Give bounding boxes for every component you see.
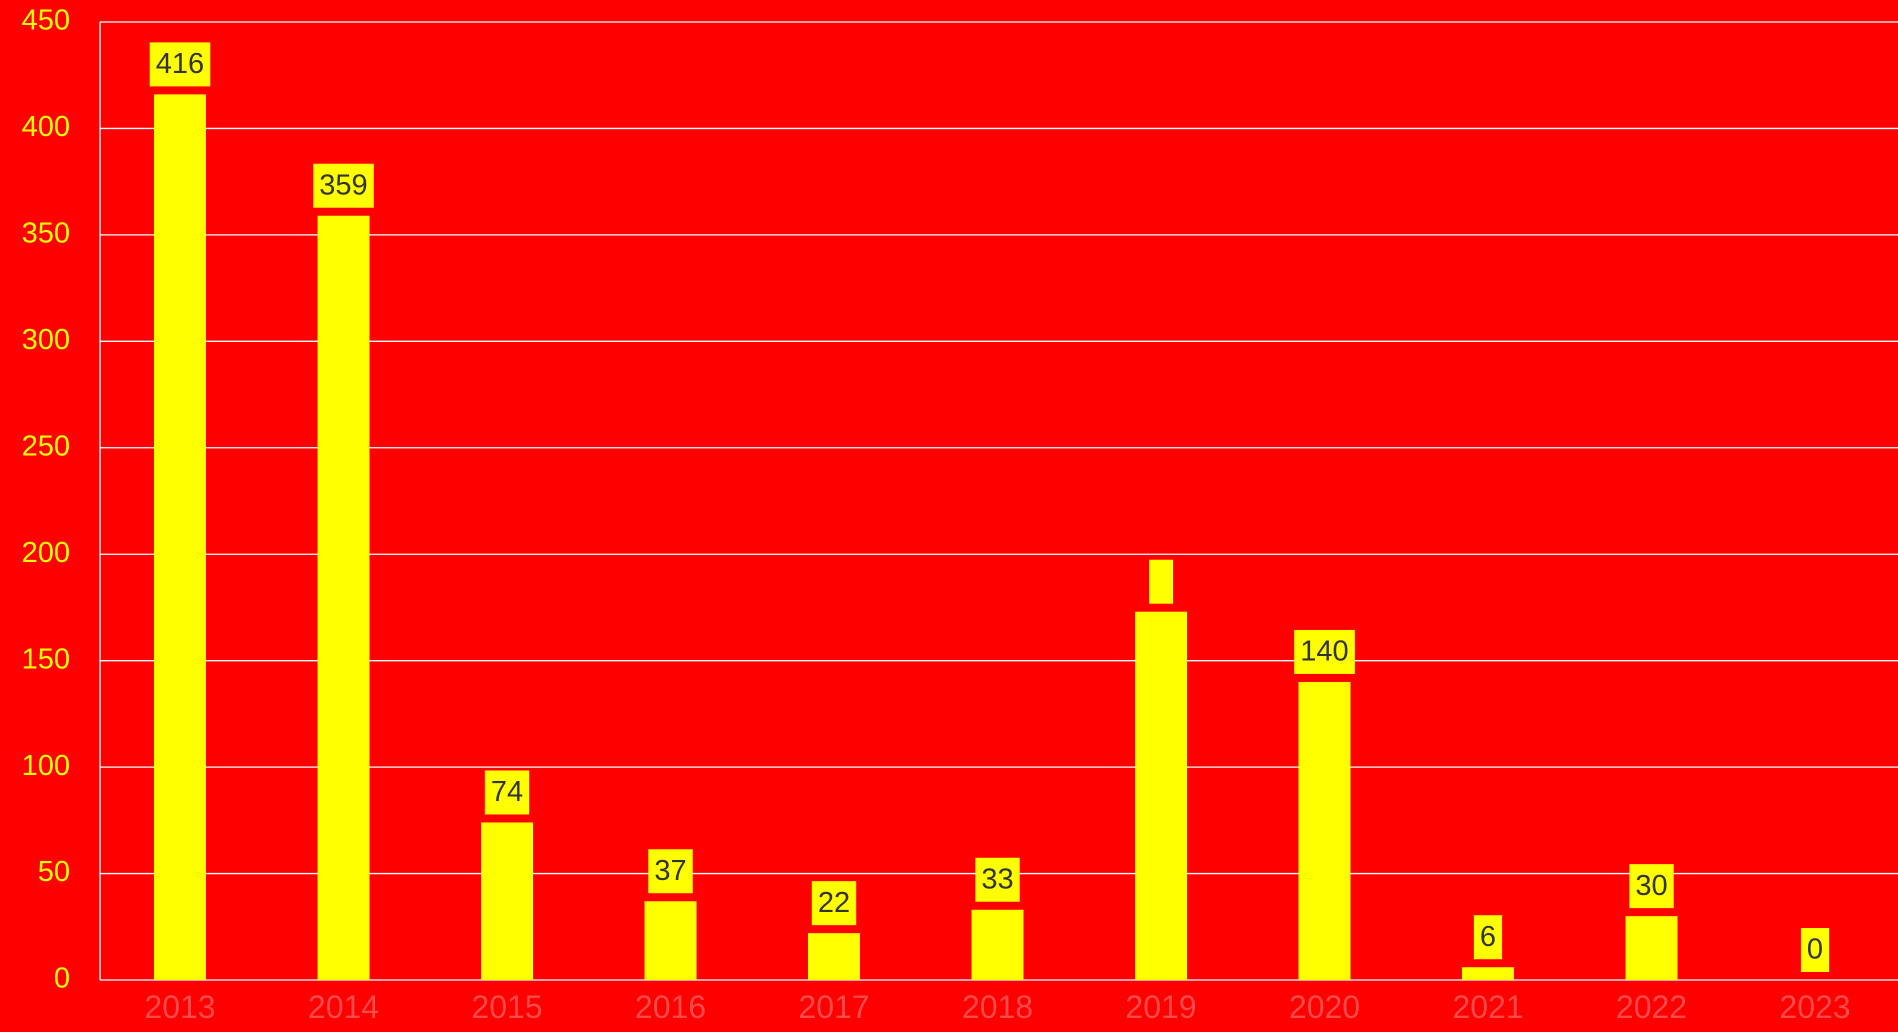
data-label: 416 <box>156 48 204 80</box>
x-tick-label: 2013 <box>144 989 215 1025</box>
bar <box>644 901 697 980</box>
x-tick-label: 2017 <box>798 989 869 1025</box>
x-tick-label: 2019 <box>1125 989 1196 1025</box>
data-label: 359 <box>319 169 367 201</box>
data-label: 140 <box>1300 636 1348 668</box>
bar <box>1462 967 1514 980</box>
bar <box>317 215 370 980</box>
data-label-box <box>484 770 530 815</box>
y-tick-label: 50 <box>38 856 70 888</box>
y-axis: 0 50 100 150 200 250 300 350 400 450 <box>22 5 101 995</box>
y-tick-label: 200 <box>22 537 70 569</box>
data-label-box <box>1149 559 1173 604</box>
data-label-box <box>1629 864 1674 909</box>
y-tick-label: 450 <box>22 5 70 37</box>
data-label: 0 <box>1807 934 1823 966</box>
y-tick-label: 400 <box>22 111 70 143</box>
x-tick-label: 2016 <box>635 989 706 1025</box>
bar <box>971 909 1024 980</box>
bars <box>154 94 1678 981</box>
y-tick-label: 250 <box>22 430 70 462</box>
data-label: 30 <box>1635 870 1667 902</box>
x-tick-label: 2015 <box>471 989 542 1025</box>
data-labels: 416 359 74 37 22 33 140 6 30 0 <box>149 42 1830 972</box>
x-tick-label: 2021 <box>1452 989 1523 1025</box>
data-label: 74 <box>491 776 523 808</box>
bar <box>1135 611 1187 980</box>
x-tick-label: 2014 <box>308 989 379 1025</box>
data-label-box <box>648 849 693 894</box>
data-label-box <box>1473 915 1503 960</box>
data-label: 22 <box>818 887 850 919</box>
x-tick-label: 2023 <box>1779 989 1850 1025</box>
bar <box>154 94 206 981</box>
bar <box>481 822 533 980</box>
bar <box>1625 916 1678 980</box>
gridlines <box>100 21 1898 981</box>
data-label-box <box>811 881 857 926</box>
y-tick-label: 300 <box>22 324 70 356</box>
y-tick-label: 100 <box>22 750 70 782</box>
y-tick-label: 0 <box>54 963 70 995</box>
x-tick-label: 2020 <box>1289 989 1360 1025</box>
bar <box>808 933 860 980</box>
data-label-box <box>1294 629 1355 674</box>
data-label-box <box>149 42 211 87</box>
y-tick-label: 150 <box>22 643 70 675</box>
y-tick-label: 350 <box>22 218 70 250</box>
x-tick-label: 2022 <box>1616 989 1687 1025</box>
data-label-box <box>313 163 374 208</box>
data-label: 37 <box>654 855 686 887</box>
x-tick-label: 2018 <box>962 989 1033 1025</box>
data-label-box <box>1800 928 1830 972</box>
x-axis: 2013 2014 2015 2016 2017 2018 2019 2020 2021 2022… <box>144 989 1850 1025</box>
bar <box>1298 681 1351 980</box>
data-label: 33 <box>981 863 1013 895</box>
data-label-box <box>975 857 1020 902</box>
data-label: 6 <box>1480 921 1496 953</box>
